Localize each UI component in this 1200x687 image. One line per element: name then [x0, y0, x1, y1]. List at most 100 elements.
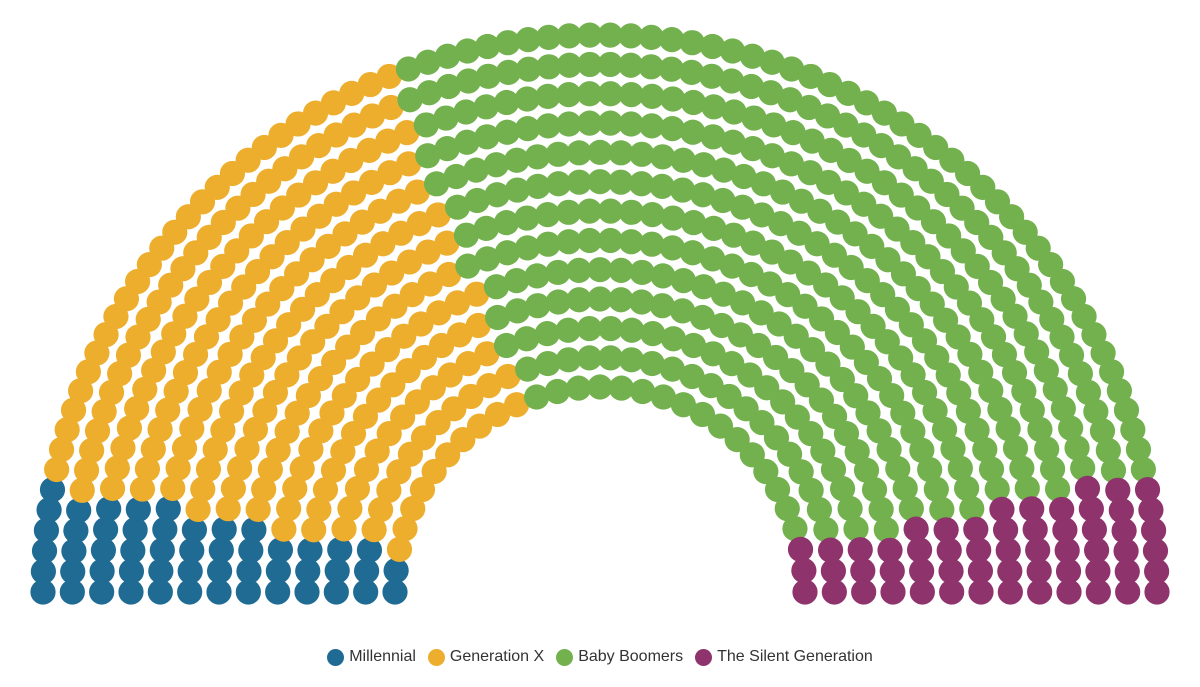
seat-generation-x	[464, 281, 490, 307]
seat-generation-x	[377, 160, 403, 186]
seat-baby-boomers	[493, 332, 520, 359]
seat-the-silent-generation	[939, 579, 965, 605]
seat-generation-x	[434, 230, 460, 256]
seat-generation-x	[344, 476, 371, 502]
seat-baby-boomers	[545, 171, 572, 197]
legend-swatch-the-silent-generation	[695, 648, 713, 666]
seat-millennial	[211, 516, 237, 542]
seat-generation-x	[375, 128, 401, 154]
seat-baby-boomers	[415, 49, 441, 75]
seat-baby-boomers	[1070, 455, 1096, 481]
seat-baby-boomers	[639, 113, 665, 139]
seat-baby-boomers	[759, 49, 785, 75]
seat-baby-boomers	[597, 227, 624, 254]
seat-generation-x	[484, 401, 511, 428]
seat-the-silent-generation	[817, 537, 844, 563]
seat-baby-boomers	[534, 321, 560, 347]
seat-generation-x	[134, 456, 161, 482]
seat-baby-boomers	[777, 87, 803, 113]
seat-the-silent-generation	[1055, 558, 1082, 584]
seat-millennial	[30, 558, 56, 585]
seat-baby-boomers	[536, 24, 562, 50]
seat-baby-boomers	[515, 56, 542, 82]
seat-millennial	[66, 497, 92, 524]
seat-baby-boomers	[576, 198, 603, 224]
seat-baby-boomers	[1011, 378, 1037, 404]
seat-generation-x	[210, 417, 236, 443]
seat-the-silent-generation	[906, 537, 933, 563]
seat-baby-boomers	[909, 437, 935, 463]
seat-baby-boomers	[680, 119, 706, 145]
seat-baby-boomers	[1130, 456, 1156, 483]
seat-baby-boomers	[474, 33, 501, 60]
seat-baby-boomers	[463, 157, 489, 183]
seat-baby-boomers	[493, 210, 520, 236]
seat-baby-boomers	[719, 351, 745, 377]
seat-baby-boomers	[576, 315, 602, 342]
seat-millennial	[177, 558, 203, 584]
seat-baby-boomers	[566, 257, 592, 283]
seat-baby-boomers	[597, 81, 624, 107]
seat-baby-boomers	[577, 22, 603, 48]
seat-the-silent-generation	[1083, 537, 1110, 563]
seat-generation-x	[190, 476, 216, 502]
seat-baby-boomers	[680, 332, 707, 359]
seat-millennial	[31, 538, 58, 564]
seat-generation-x	[215, 496, 241, 522]
seat-baby-boomers	[829, 476, 856, 502]
seat-generation-x	[404, 179, 430, 205]
seat-the-silent-generation	[936, 537, 962, 564]
seat-baby-boomers	[1100, 457, 1127, 483]
seat-millennial	[208, 537, 234, 563]
seat-the-silent-generation	[1140, 517, 1167, 543]
seat-baby-boomers	[861, 477, 888, 503]
seat-millennial	[265, 558, 291, 584]
seat-baby-boomers	[434, 43, 461, 69]
seat-baby-boomers	[556, 82, 582, 108]
seat-baby-boomers	[780, 120, 806, 146]
seat-baby-boomers	[415, 143, 441, 169]
seat-baby-boomers	[638, 24, 664, 50]
seat-millennial	[118, 579, 144, 605]
seat-baby-boomers	[535, 202, 561, 228]
seat-generation-x	[421, 458, 447, 485]
seat-the-silent-generation	[1056, 579, 1082, 605]
seat-baby-boomers	[618, 199, 645, 225]
seat-generation-x	[368, 497, 394, 523]
seat-millennial	[118, 558, 145, 584]
seat-generation-x	[396, 151, 422, 177]
seat-baby-boomers	[524, 144, 551, 170]
seat-baby-boomers	[707, 413, 734, 439]
seat-baby-boomers	[503, 268, 530, 294]
seat-baby-boomers	[485, 304, 511, 331]
seat-baby-boomers	[515, 116, 541, 142]
seat-baby-boomers	[689, 304, 715, 331]
seat-millennial	[36, 497, 62, 523]
seat-baby-boomers	[978, 377, 1004, 404]
seat-the-silent-generation	[1142, 538, 1169, 564]
seat-baby-boomers	[1009, 455, 1035, 481]
seat-baby-boomers	[650, 263, 676, 289]
seat-baby-boomers	[782, 516, 808, 542]
seat-baby-boomers	[660, 86, 686, 112]
seat-baby-boomers	[483, 274, 509, 300]
seat-generation-x	[392, 516, 418, 542]
seat-generation-x	[195, 456, 222, 482]
seat-baby-boomers	[710, 187, 736, 214]
seat-millennial	[30, 579, 56, 605]
seat-generation-x	[234, 436, 260, 462]
seat-baby-boomers	[566, 169, 592, 195]
seat-generation-x	[257, 456, 283, 483]
seat-baby-boomers	[873, 517, 899, 543]
seat-baby-boomers	[659, 116, 685, 142]
seat-baby-boomers	[810, 438, 836, 464]
seat-baby-boomers	[741, 105, 767, 131]
seat-baby-boomers	[576, 227, 603, 254]
seat-baby-boomers	[535, 83, 561, 109]
seat-baby-boomers	[587, 257, 613, 283]
seat-baby-boomers	[639, 83, 665, 109]
seat-baby-boomers	[544, 378, 570, 405]
seat-generation-x	[301, 517, 327, 543]
seat-generation-x	[353, 456, 380, 483]
seat-baby-boomers	[475, 63, 501, 89]
